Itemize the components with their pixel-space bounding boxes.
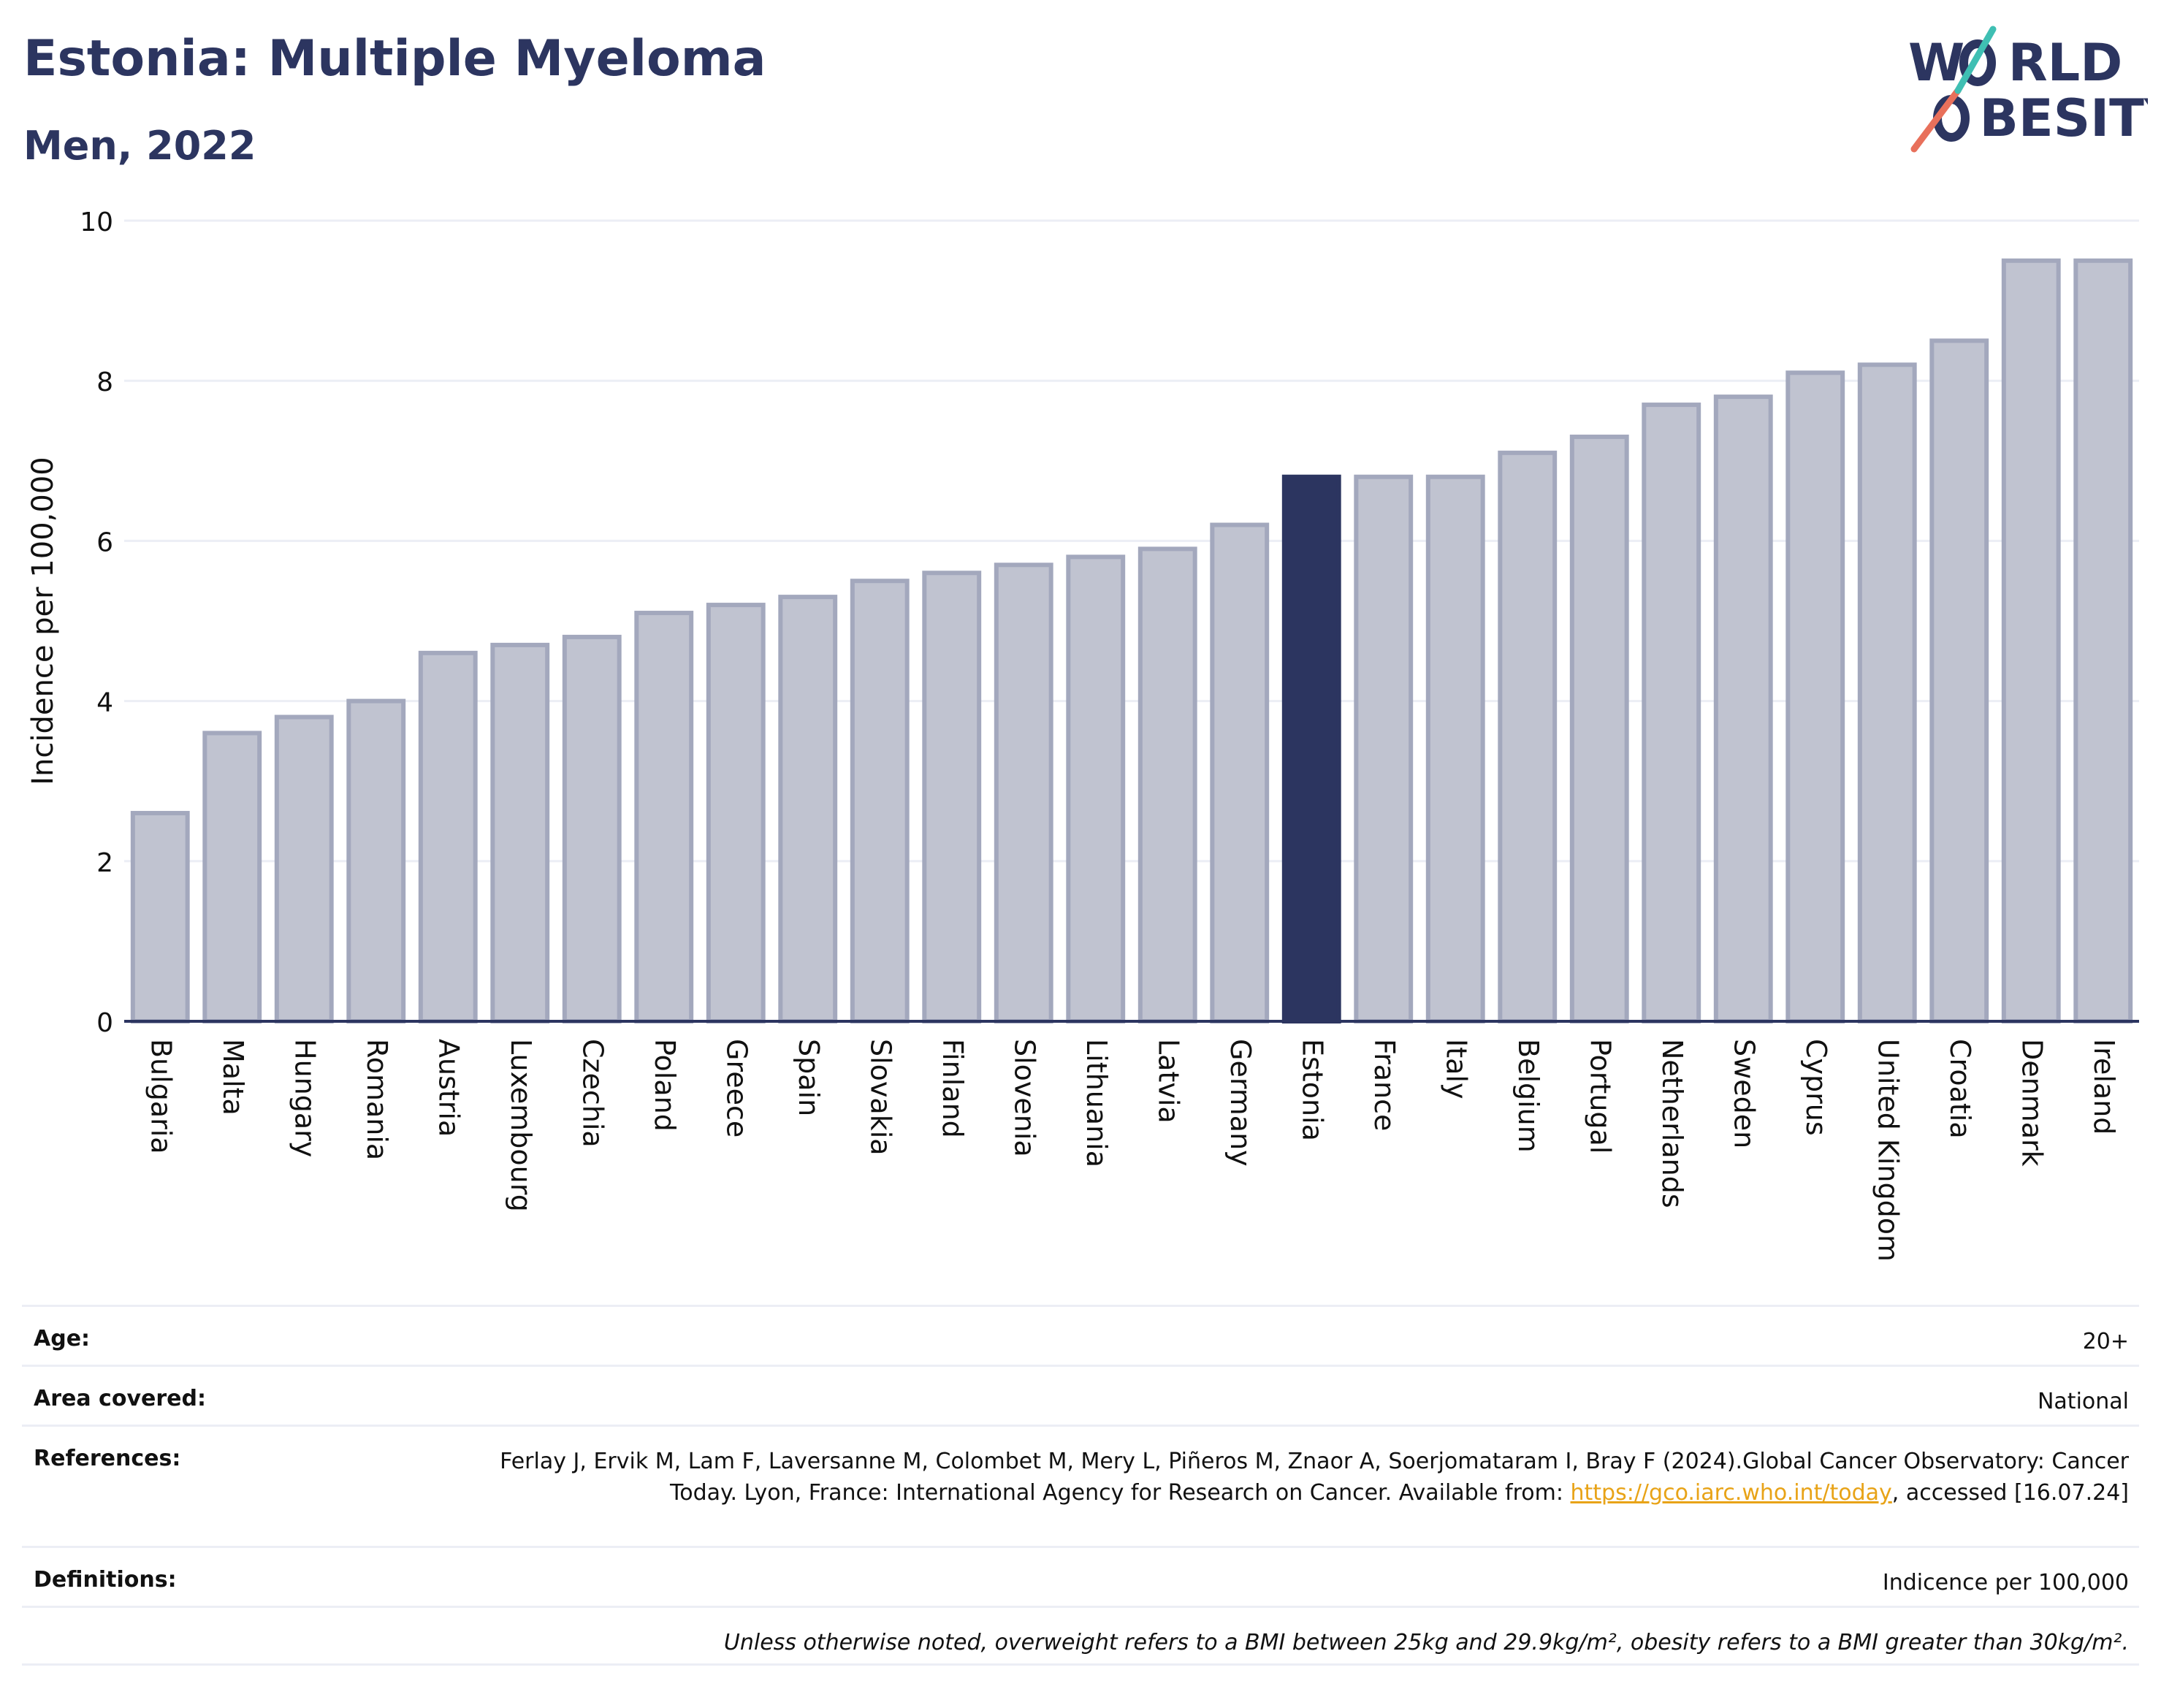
- x-tick-label: Latvia: [1152, 1039, 1184, 1124]
- bar-bulgaria: [130, 811, 190, 1024]
- x-tick-label: Hungary: [289, 1039, 321, 1157]
- info-row-area: Area covered: National: [22, 1365, 2139, 1425]
- page-title: Estonia: Multiple Myeloma: [23, 30, 766, 88]
- bar-lithuania: [1066, 554, 1126, 1023]
- y-tick-label: 10: [80, 207, 113, 237]
- bar-united-kingdom: [1857, 362, 1917, 1023]
- bar-germany: [1210, 522, 1270, 1023]
- bar-luxembourg: [490, 642, 550, 1023]
- page-subtitle: Men, 2022: [23, 123, 256, 169]
- x-tick-label: Lithuania: [1080, 1039, 1113, 1167]
- logo-line-1: WORLD: [1908, 33, 2122, 93]
- x-tick-label: Cyprus: [1800, 1039, 1832, 1136]
- bar-portugal: [1569, 434, 1629, 1023]
- bmi-note: Unless otherwise noted, overweight refer…: [723, 1630, 2129, 1655]
- bar-italy: [1425, 474, 1485, 1023]
- x-tick-label: Malta: [217, 1039, 249, 1116]
- axes: 0 2 4 6 8 10 Bulgaria Malta Hungary Romania Austri…: [80, 207, 2139, 1262]
- age-value: 20+: [2082, 1329, 2129, 1354]
- logo-slash-teal: [1954, 26, 1997, 94]
- area-value: National: [2037, 1389, 2129, 1414]
- bar-croatia: [1929, 338, 1989, 1023]
- x-tick-label: Croatia: [1944, 1039, 1976, 1139]
- bar-romania: [346, 698, 406, 1023]
- bar-slovakia: [850, 579, 910, 1023]
- logo-o-ring-1: [1959, 39, 1996, 86]
- bar-latvia: [1137, 546, 1197, 1023]
- info-row-age: Age: 20+: [22, 1305, 2139, 1365]
- x-tick-label: Italy: [1440, 1039, 1472, 1099]
- references-link[interactable]: https://gco.iarc.who.int/today: [1570, 1480, 1892, 1506]
- bar-netherlands: [1642, 403, 1701, 1023]
- x-tick-label: Bulgaria: [145, 1039, 177, 1154]
- x-tick-label: Germany: [1224, 1039, 1257, 1167]
- bar-sweden: [1713, 394, 1773, 1023]
- references-label: References:: [34, 1446, 181, 1471]
- x-tick-label: Belgium: [1512, 1039, 1544, 1153]
- bar-austria: [418, 650, 478, 1024]
- y-tick-label: 0: [96, 1008, 113, 1038]
- x-tick-label: United Kingdom: [1872, 1039, 1904, 1262]
- logo-slash-coral: [1910, 87, 1962, 153]
- x-tick-label: Poland: [649, 1039, 681, 1132]
- x-tick-label: Greece: [720, 1039, 752, 1137]
- bar-poland: [634, 611, 694, 1023]
- x-tick-label: Spain: [793, 1039, 825, 1116]
- x-tick-label: Romania: [361, 1039, 393, 1160]
- bar-ireland: [2073, 258, 2133, 1023]
- y-axis-label: Incidence per 100,000: [26, 457, 60, 785]
- bar-hungary: [274, 714, 334, 1024]
- bar-slovenia: [994, 563, 1053, 1023]
- x-tick-label: Luxembourg: [505, 1039, 537, 1212]
- x-tick-label: Netherlands: [1656, 1039, 1688, 1208]
- bar-estonia: [1281, 474, 1341, 1023]
- info-row-definitions: Definitions: Indicence per 100,000: [22, 1546, 2139, 1606]
- references-value: Ferlay J, Ervik M, Lam F, Laversanne M, …: [449, 1446, 2129, 1509]
- bar-malta: [202, 731, 262, 1023]
- bar-chart: 0 2 4 6 8 10 Bulgaria Malta Hungary Romania Austri…: [26, 207, 2139, 1262]
- x-tick-label: Slovenia: [1008, 1039, 1040, 1157]
- x-tick-label: Austria: [432, 1039, 465, 1137]
- age-label: Age:: [34, 1326, 91, 1351]
- x-tick-label: Sweden: [1728, 1039, 1760, 1148]
- bar-spain: [778, 595, 838, 1023]
- bars: [130, 258, 2133, 1024]
- x-tick-label: Czechia: [576, 1039, 609, 1148]
- references-text: Ferlay J, Ervik M, Lam F, Laversanne M, …: [500, 1449, 2129, 1506]
- x-tick-label: Estonia: [1296, 1039, 1328, 1141]
- references-accessed: , accessed [16.07.24]: [1891, 1480, 2129, 1506]
- bar-finland: [922, 571, 982, 1023]
- bar-belgium: [1498, 450, 1558, 1023]
- bar-france: [1354, 474, 1414, 1023]
- info-row-references: References: Ferlay J, Ervik M, Lam F, La…: [22, 1425, 2139, 1546]
- bar-greece: [706, 603, 766, 1023]
- definitions-value: Indicence per 100,000: [1882, 1570, 2129, 1595]
- y-tick-label: 2: [96, 848, 113, 878]
- y-tick-label: 6: [96, 527, 113, 557]
- x-tick-label: Denmark: [2016, 1039, 2048, 1167]
- logo-line-2: OBESITY: [1936, 88, 2148, 148]
- area-label: Area covered:: [34, 1386, 206, 1411]
- y-tick-label: 4: [96, 688, 113, 718]
- x-tick-label: Slovakia: [864, 1039, 896, 1156]
- bar-denmark: [2001, 258, 2061, 1023]
- y-tick-label: 8: [96, 367, 113, 397]
- x-tick-label: Finland: [937, 1039, 969, 1138]
- x-tick-label: Ireland: [2088, 1039, 2120, 1135]
- bar-czechia: [562, 634, 622, 1023]
- bar-cyprus: [1785, 370, 1845, 1023]
- info-table: Age: 20+ Area covered: National Referenc…: [22, 1305, 2139, 1666]
- info-row-note: Unless otherwise noted, overweight refer…: [22, 1606, 2139, 1666]
- world-obesity-logo: WORLD OBESITY: [1908, 26, 2148, 153]
- x-tick-label: Portugal: [1584, 1039, 1616, 1154]
- x-tick-label: France: [1368, 1039, 1400, 1131]
- definitions-label: Definitions:: [34, 1567, 177, 1593]
